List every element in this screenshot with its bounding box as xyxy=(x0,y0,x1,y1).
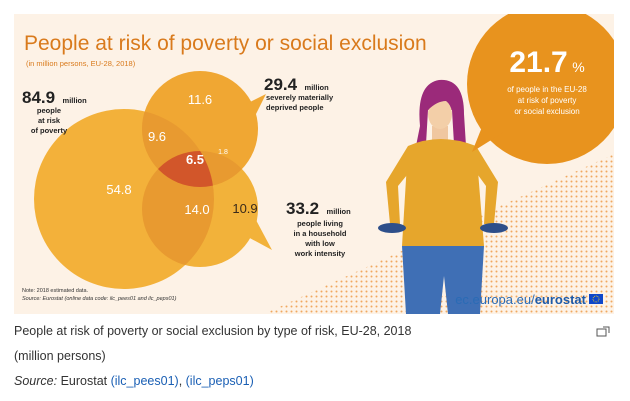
poverty-unit: million xyxy=(63,96,88,105)
infographic: People at risk of poverty or social excl… xyxy=(14,14,614,314)
value-poverty-work: 14.0 xyxy=(184,202,209,217)
work-label-line: with low xyxy=(304,239,335,248)
source-link-peps01[interactable]: (ilc_peps01) xyxy=(185,374,254,388)
empty-pocket-right xyxy=(480,223,508,233)
work-label-line: people living xyxy=(297,219,343,228)
deprived-value: 29.4 million xyxy=(264,75,329,94)
eurostat-brand: ec.europa.eu/eurostat xyxy=(455,292,586,307)
eu-flag-icon xyxy=(589,294,603,304)
source-separator: , xyxy=(178,374,186,388)
empty-pocket-left xyxy=(378,223,406,233)
total-label-line: at risk of poverty xyxy=(518,96,577,105)
data-note: Note: 2018 estimated data. xyxy=(22,288,89,294)
total-unit: % xyxy=(572,59,584,75)
work-value: 33.2 million xyxy=(286,199,351,218)
total-label-line: of people in the EU-28 xyxy=(507,85,587,94)
value-poverty-deprived: 9.6 xyxy=(148,129,166,144)
infographic-subtitle: (in million persons, EU-28, 2018) xyxy=(26,59,136,68)
poverty-number: 84.9 xyxy=(22,88,55,107)
brand-domain: ec.europa.eu/ xyxy=(455,292,535,307)
work-label-line: work intensity xyxy=(294,249,346,258)
figure-caption-title: People at risk of poverty or social excl… xyxy=(14,324,412,338)
total-number: 21.7 xyxy=(509,46,567,79)
work-unit: million xyxy=(327,207,352,216)
person-face xyxy=(428,99,452,129)
total-bubble xyxy=(467,14,614,164)
person-illustration xyxy=(378,79,508,314)
overlap-poverty-work xyxy=(142,151,214,267)
total-bubble-pointer xyxy=(472,122,504,152)
value-work-only: 10.9 xyxy=(232,201,257,216)
work-pointer xyxy=(246,220,272,250)
source-label: Source: xyxy=(14,374,58,388)
value-all-three: 6.5 xyxy=(186,152,204,167)
person-sweater xyxy=(402,139,484,246)
person-hair xyxy=(416,79,466,146)
source-name: Eurostat xyxy=(57,374,111,388)
expand-icon[interactable] xyxy=(596,326,610,338)
poverty-label-line: people xyxy=(37,106,61,115)
deprived-pointer xyxy=(246,94,266,118)
venn-diagram xyxy=(34,71,272,289)
data-source-note: Source: Eurostat (online data code: ilc_… xyxy=(22,296,177,302)
total-value: 21.7 % xyxy=(509,46,584,79)
value-deprived-only: 11.6 xyxy=(188,92,212,107)
deprived-unit: million xyxy=(305,83,330,92)
work-label-line: in a household xyxy=(294,229,347,238)
deprived-label-line: deprived people xyxy=(266,103,324,112)
poverty-pointer xyxy=(58,150,90,162)
poverty-value: 84.9 million xyxy=(22,88,87,107)
poverty-label-line: of poverty xyxy=(31,126,68,135)
value-deprived-work: 1.8 xyxy=(218,149,228,156)
person-neck xyxy=(432,126,448,140)
work-number: 33.2 xyxy=(286,199,319,218)
figure-caption-source: Source: Eurostat (ilc_pees01), (ilc_peps… xyxy=(14,374,254,388)
deprived-number: 29.4 xyxy=(264,75,298,94)
brand-name: eurostat xyxy=(535,292,587,307)
person-left-arm xyxy=(386,146,416,224)
person-trousers xyxy=(402,246,484,314)
person-fringe xyxy=(426,94,454,110)
total-label-line: or social exclusion xyxy=(514,107,579,116)
infographic-title: People at risk of poverty or social excl… xyxy=(24,32,427,55)
deprived-label-line: severely materially xyxy=(266,93,334,102)
value-poverty-only: 54.8 xyxy=(106,182,131,197)
figure-caption-units: (million persons) xyxy=(14,349,106,363)
source-link-pees01[interactable]: (ilc_pees01) xyxy=(110,374,179,388)
person-right-arm xyxy=(470,146,498,224)
poverty-label-line: at risk xyxy=(38,116,61,125)
